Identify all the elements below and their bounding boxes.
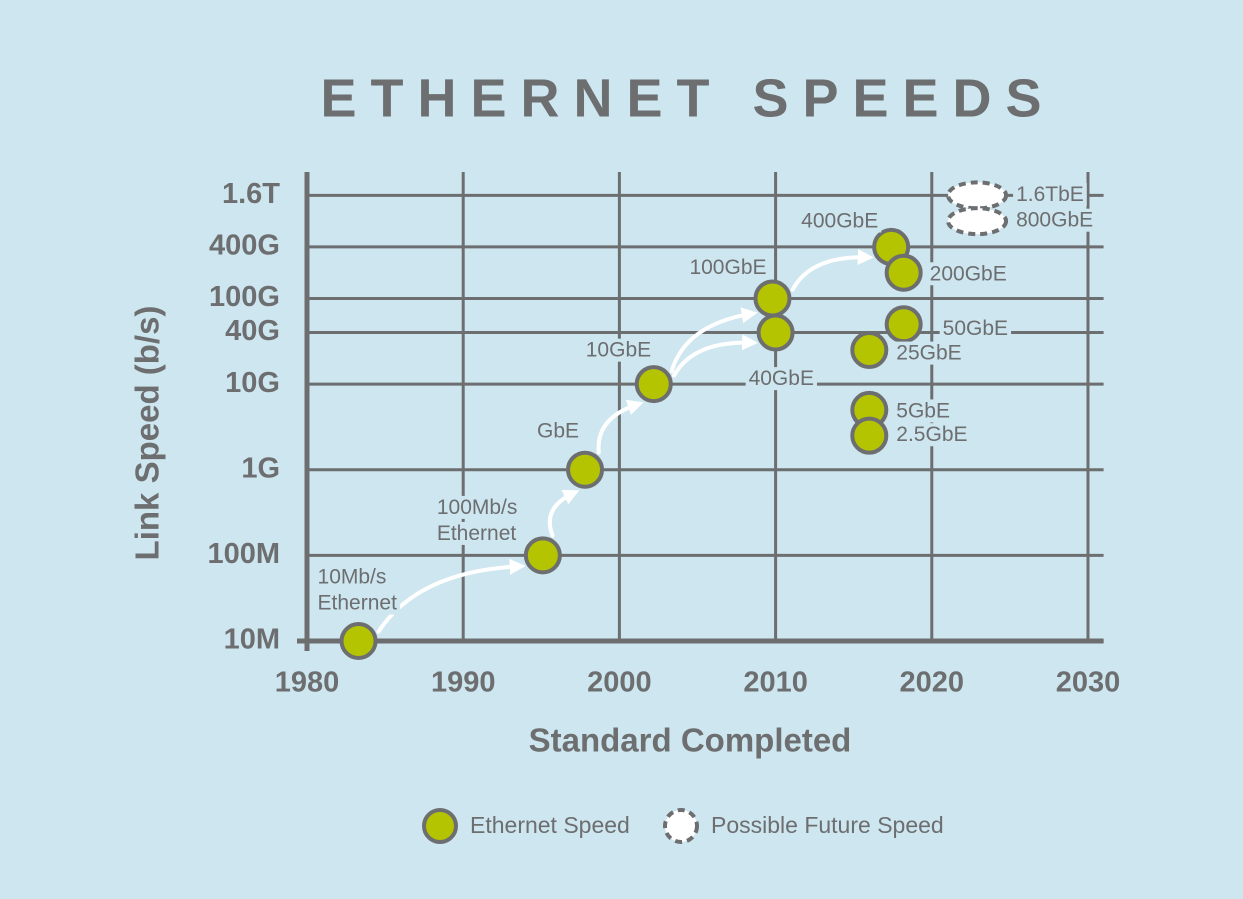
- point-label: 200GbE: [930, 262, 1007, 285]
- data-point: [753, 279, 792, 318]
- point-label: 800GbE: [1016, 209, 1093, 232]
- x-axis-label: Standard Completed: [529, 722, 852, 759]
- y-tick-label: 100M: [207, 538, 280, 570]
- point-label: 100Mb/s: [437, 496, 518, 519]
- point-label: 100GbE: [689, 256, 766, 279]
- label-background: [893, 399, 954, 423]
- point-label: 10Mb/s: [318, 566, 387, 589]
- future-point: [946, 180, 1009, 211]
- label-background: [893, 341, 965, 365]
- data-point: [850, 416, 889, 455]
- legend-label: Ethernet Speed: [470, 812, 630, 838]
- label-background: [314, 565, 390, 589]
- x-tick-label: 1990: [431, 667, 496, 699]
- arrow: [596, 399, 644, 455]
- point-label: Ethernet: [437, 522, 517, 545]
- arrow: [790, 249, 874, 292]
- data-point: [850, 331, 889, 370]
- point-label: 40GbE: [749, 367, 814, 390]
- x-tick-label: 2020: [900, 667, 965, 699]
- point-label: 25GbE: [896, 342, 961, 365]
- label-background: [1013, 208, 1097, 232]
- arrow: [672, 334, 759, 378]
- legend-label: Possible Future Speed: [711, 812, 944, 838]
- x-tick-label: 2030: [1056, 667, 1121, 699]
- arrows: [376, 249, 874, 634]
- y-tick-label: 1G: [241, 452, 280, 484]
- point-label: 2.5GbE: [896, 423, 967, 446]
- point-label: GbE: [537, 419, 579, 442]
- label-background: [798, 209, 882, 233]
- legend-marker: [422, 808, 458, 844]
- arrow: [547, 489, 580, 538]
- x-tick-label: 2010: [743, 667, 808, 699]
- marks: 10Mb/s Ethernet 100Mb/s Ethernet GbE 10GbE 100…: [314, 180, 1097, 660]
- label-background: [926, 262, 1010, 286]
- label-background: [893, 423, 971, 447]
- x-tick-label: 1980: [275, 667, 340, 699]
- label-background: [534, 419, 583, 443]
- point-label: 10GbE: [586, 339, 651, 362]
- x-tick-label: 2000: [587, 667, 652, 699]
- y-tick-label: 10M: [224, 624, 280, 656]
- label-background: [1013, 182, 1087, 206]
- data-point: [884, 253, 923, 292]
- y-tick-label: 100G: [209, 281, 280, 313]
- legend-marker: [663, 808, 699, 844]
- point-label: 1.6TbE: [1016, 183, 1084, 206]
- data-point: [523, 536, 562, 575]
- data-point: [339, 622, 378, 660]
- label-background: [745, 367, 817, 391]
- data-point: [566, 450, 605, 489]
- data-point: [634, 365, 673, 404]
- y-tick-label: 400G: [209, 230, 280, 262]
- future-point: [946, 206, 1009, 237]
- chart-title: ETHERNET SPEEDS: [320, 68, 1055, 128]
- legend: Ethernet Speed Possible Future Speed: [422, 808, 944, 844]
- y-tick-label: 1.6T: [222, 178, 280, 210]
- data-point: [756, 313, 795, 352]
- arrow: [376, 558, 526, 634]
- y-tick-label: 10G: [225, 367, 280, 399]
- label-background: [314, 591, 401, 615]
- arrow: [669, 307, 758, 374]
- y-tick-label: 40G: [225, 315, 280, 347]
- label-background: [939, 316, 1012, 340]
- label-background: [686, 256, 770, 280]
- point-label: 5GbE: [896, 399, 950, 422]
- point-label: 400GbE: [801, 209, 878, 232]
- y-axis-label: Link Speed (b/s): [129, 306, 166, 561]
- point-label: 50GbE: [943, 317, 1008, 340]
- data-point: [884, 305, 923, 344]
- point-label: Ethernet: [318, 592, 398, 615]
- label-background: [582, 338, 655, 362]
- label-background: [433, 521, 520, 545]
- label-background: [433, 495, 521, 519]
